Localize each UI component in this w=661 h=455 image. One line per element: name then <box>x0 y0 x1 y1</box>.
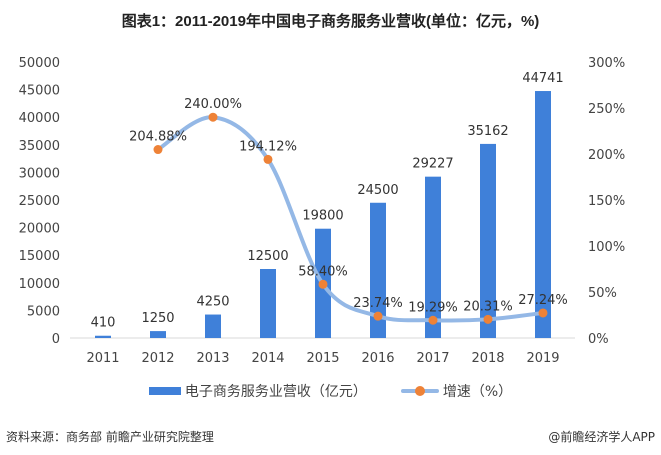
bar <box>370 202 386 338</box>
growth-point <box>538 308 548 318</box>
credit-note: @前瞻经济学人APP <box>548 430 655 444</box>
x-tick-label: 2016 <box>361 351 394 366</box>
y-tick-label: 45000 <box>19 84 60 99</box>
y-tick-label: 35000 <box>19 139 60 154</box>
x-tick-label: 2015 <box>306 351 339 366</box>
legend-label: 电子商务服务业营收（亿元） <box>184 384 367 400</box>
growth-data-label: 58.40% <box>298 264 348 279</box>
y2-tick-label: 0% <box>588 332 609 347</box>
bar-data-label: 1250 <box>141 311 174 326</box>
y-tick-label: 20000 <box>19 222 60 237</box>
growth-line <box>156 115 545 323</box>
bar <box>150 331 166 338</box>
growth-point <box>263 154 273 164</box>
y-tick-label: 5000 <box>27 304 60 319</box>
y-tick-label: 0 <box>52 332 60 347</box>
bar <box>535 91 551 338</box>
x-tick-label: 2013 <box>196 351 229 366</box>
growth-data-label: 20.31% <box>463 299 513 314</box>
line-swatch <box>400 385 439 397</box>
x-tick-label: 2018 <box>471 351 504 366</box>
bar-data-label: 12500 <box>247 249 288 264</box>
growth-data-label: 194.12% <box>239 139 297 154</box>
growth-data-label: 23.74% <box>353 296 403 311</box>
x-tick-label: 2019 <box>526 351 559 366</box>
legend-item-revenue: 电子商务服务业营收（亿元） <box>148 381 367 401</box>
growth-data-label: 19.29% <box>408 300 458 315</box>
bar <box>425 176 441 338</box>
growth-data-label: 204.88% <box>129 130 187 145</box>
bar-data-label: 24500 <box>357 183 398 198</box>
growth-point <box>373 311 383 321</box>
y2-tick-label: 250% <box>588 102 625 117</box>
y2-tick-label: 200% <box>588 148 625 163</box>
growth-point <box>428 315 438 325</box>
x-tick-label: 2014 <box>251 351 284 366</box>
growth-point <box>483 314 493 324</box>
bar-data-label: 410 <box>91 316 116 331</box>
growth-point <box>318 279 328 289</box>
y2-tick-label: 50% <box>588 286 617 301</box>
bar-swatch <box>148 387 181 395</box>
x-tick-label: 2011 <box>86 351 119 366</box>
y2-tick-label: 300% <box>588 56 625 71</box>
bar-data-label: 35162 <box>467 124 508 139</box>
combo-chart: 0 5000 10000 15000 20000 25000 30000 35000 40000… <box>19 56 626 366</box>
bar-data-label: 44741 <box>522 71 563 86</box>
legend: 电子商务服务业营收（亿元） 增速（%） <box>0 381 661 401</box>
bar <box>95 335 111 338</box>
x-tick-label: 2017 <box>416 351 449 366</box>
legend-item-growth: 增速（%） <box>400 381 513 401</box>
bar <box>260 269 276 338</box>
bar <box>480 143 496 338</box>
y-tick-label: 30000 <box>19 166 60 181</box>
source-note: 资料来源：商务部 前瞻产业研究院整理 <box>6 430 214 444</box>
chart-title: 图表1：2011-2019年中国电子商务服务业营收(单位：亿元，%) <box>121 13 540 30</box>
growth-data-label: 240.00% <box>184 97 242 112</box>
bar-data-label: 19800 <box>302 209 343 224</box>
growth-data-label: 27.24% <box>518 293 568 308</box>
y-tick-label: 50000 <box>19 56 60 71</box>
y-tick-label: 10000 <box>19 277 60 292</box>
bar <box>205 314 221 338</box>
x-tick-label: 2012 <box>141 351 174 366</box>
y2-tick-label: 150% <box>588 194 625 209</box>
bar-data-label: 4250 <box>196 295 229 310</box>
y-tick-label: 15000 <box>19 249 60 264</box>
legend-label: 增速（%） <box>442 384 513 400</box>
y2-tick-label: 100% <box>588 240 625 255</box>
y-tick-label: 25000 <box>19 194 60 209</box>
bar-data-label: 29227 <box>412 157 453 172</box>
growth-point <box>153 145 163 155</box>
y-tick-label: 40000 <box>19 111 60 126</box>
growth-point <box>208 112 218 122</box>
